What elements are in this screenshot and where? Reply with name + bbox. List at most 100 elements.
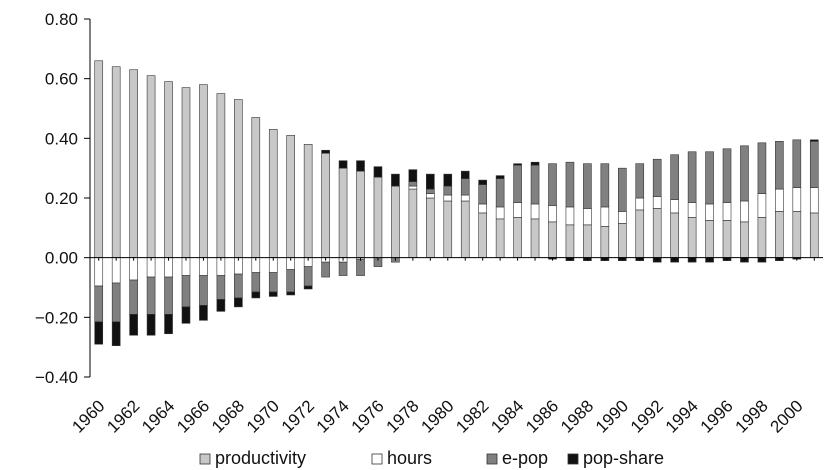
bar-e-pop-1978 (408, 181, 418, 187)
bar-e-pop-1970 (268, 272, 278, 293)
bar-hours-1981 (460, 194, 470, 202)
bar-hours-1998 (757, 193, 767, 218)
x-tick-label: 1994 (662, 396, 702, 436)
legend-label-hours: hours (387, 448, 432, 468)
legend-swatch-pop-share (567, 453, 579, 465)
bar-e-pop-1966 (199, 275, 208, 306)
bar-e-pop-1990 (617, 167, 627, 212)
bar-pop-share-1964 (164, 314, 173, 335)
bar-e-pop-1982 (478, 184, 487, 205)
bar-pop-share-1977 (391, 173, 400, 187)
bar-hours-2000 (792, 187, 802, 212)
bar-hours-2001 (809, 187, 819, 214)
bar-e-pop-1997 (740, 145, 749, 202)
bar-hours-1994 (687, 202, 697, 218)
bar-e-pop-2000 (792, 139, 802, 188)
x-tick-label: 1970 (243, 396, 283, 436)
x-tick-label: 1990 (592, 396, 632, 436)
bar-productivity-1972 (303, 144, 313, 258)
bar-e-pop-1972 (303, 266, 313, 287)
bar-e-pop-1965 (181, 275, 191, 308)
bar-productivity-1981 (460, 200, 470, 258)
x-tick-label: 1988 (557, 396, 597, 436)
y-tick-label: −0.20 (35, 308, 78, 327)
bar-hours-1980 (443, 194, 453, 202)
bar-pop-share-1960 (94, 321, 104, 345)
bar-e-pop-1967 (216, 275, 226, 300)
bar-pop-share-1970 (268, 291, 278, 297)
bar-productivity-1977 (391, 185, 400, 258)
bar-productivity-1992 (652, 208, 662, 258)
bar-productivity-1995 (705, 220, 714, 258)
bar-hours-1960 (94, 257, 104, 287)
bar-hours-1991 (635, 197, 645, 211)
legend-swatch-productivity (199, 453, 211, 465)
x-tick-label: 1972 (278, 396, 318, 436)
bar-productivity-1969 (251, 117, 261, 258)
bar-pop-share-1984 (513, 163, 522, 166)
x-tick-label: 1992 (627, 396, 667, 436)
x-tick-label: 1996 (697, 396, 737, 436)
bar-e-pop-1994 (687, 151, 697, 203)
bar-e-pop-1992 (652, 158, 662, 197)
bar-productivity-1971 (286, 135, 296, 258)
bar-productivity-1979 (426, 197, 435, 258)
legend-label-pop-share: pop-share (583, 448, 664, 468)
bar-pop-share-1973 (321, 149, 330, 154)
bar-productivity-1991 (635, 209, 645, 258)
bar-pop-share-1982 (478, 179, 487, 185)
x-tick-label: 1978 (383, 396, 423, 436)
x-tick-label: 2000 (766, 396, 806, 436)
bar-e-pop-1984 (513, 164, 522, 203)
bar-e-pop-1999 (775, 141, 784, 190)
bar-e-pop-1963 (146, 276, 156, 315)
bar-productivity-1983 (495, 218, 505, 258)
bar-hours-1999 (775, 188, 784, 212)
y-tick-label: −0.40 (35, 368, 78, 387)
bar-productivity-1994 (687, 217, 697, 258)
y-tick-label: 0.60 (45, 70, 78, 89)
bar-e-pop-1991 (635, 163, 645, 199)
bar-e-pop-1986 (548, 163, 557, 206)
bar-productivity-1976 (373, 176, 383, 258)
x-tick-label: 1974 (313, 396, 353, 436)
bar-productivity-1980 (443, 200, 453, 258)
x-tick-label: 1998 (732, 396, 772, 436)
bar-pop-share-1961 (111, 321, 121, 346)
bar-pop-share-1976 (373, 166, 383, 178)
bar-productivity-1996 (722, 220, 732, 258)
bar-e-pop-1981 (460, 178, 470, 196)
bar-productivity-1990 (617, 223, 627, 258)
bar-pop-share-1966 (199, 305, 208, 321)
bar-hours-1989 (600, 206, 610, 227)
bar-pop-share-1971 (286, 291, 296, 296)
bar-hours-1986 (548, 205, 557, 223)
x-tick-label: 1964 (138, 396, 178, 436)
bar-productivity-1968 (234, 99, 243, 258)
bar-hours-1996 (722, 202, 732, 221)
bar-hours-1988 (583, 208, 592, 226)
bar-pop-share-2001 (809, 139, 819, 142)
bar-productivity-1963 (146, 75, 156, 258)
bar-productivity-1988 (583, 224, 592, 258)
bar-hours-1990 (617, 211, 627, 224)
bar-e-pop-1973 (321, 261, 330, 278)
bar-hours-1983 (495, 206, 505, 220)
bar-e-pop-1960 (94, 285, 104, 323)
bar-productivity-1998 (757, 217, 767, 258)
bar-productivity-1973 (321, 152, 330, 258)
bar-pop-share-1965 (181, 306, 191, 324)
bar-productivity-1965 (181, 87, 191, 258)
bar-productivity-1999 (775, 211, 784, 258)
bar-hours-1962 (129, 257, 138, 281)
bar-e-pop-1961 (111, 282, 121, 323)
bar-productivity-2001 (809, 212, 819, 258)
bar-hours-1961 (111, 257, 121, 284)
legend: productivity hours e-pop pop-share (199, 448, 664, 468)
bar-pop-share-1985 (530, 161, 540, 166)
bar-pop-share-1978 (408, 169, 418, 182)
bar-pop-share-1968 (234, 297, 243, 308)
bar-productivity-1975 (356, 170, 365, 258)
bar-e-pop-1988 (583, 163, 592, 209)
